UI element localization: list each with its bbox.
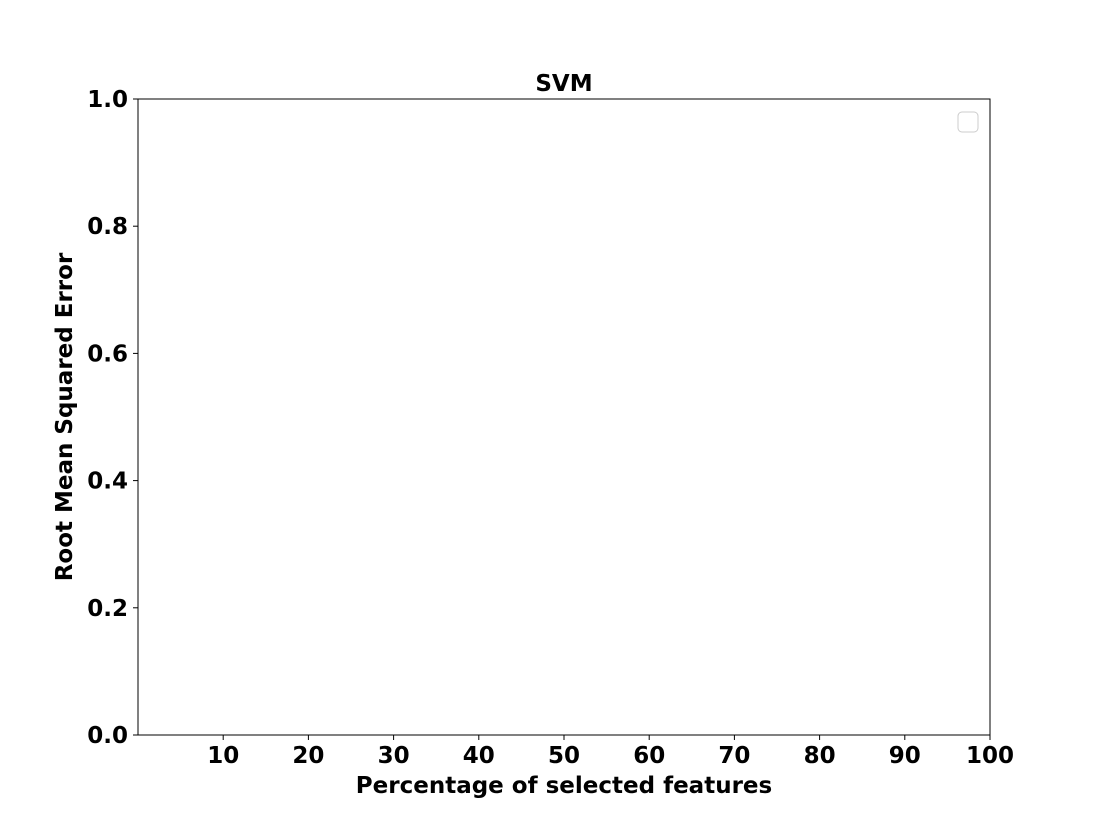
chart-title: SVM (535, 71, 592, 97)
legend-box (957, 111, 979, 133)
x-axis-label: Percentage of selected features (356, 773, 772, 799)
x-tick-label: 20 (292, 743, 324, 769)
x-tick-label: 30 (378, 743, 410, 769)
y-axis-label: Root Mean Squared Error (52, 252, 78, 581)
x-tick-label: 100 (966, 743, 1014, 769)
x-tick-label: 70 (718, 743, 750, 769)
x-axis: 10 20 30 40 50 60 70 80 90 100 (207, 735, 1014, 769)
plot-frame (137, 98, 991, 736)
legend (957, 111, 979, 133)
y-tick-label: 0.8 (87, 214, 128, 240)
x-tick-label: 80 (804, 743, 836, 769)
y-tick-label: 1.0 (87, 87, 128, 113)
x-tick-label: 50 (548, 743, 580, 769)
x-tick-label: 60 (633, 743, 665, 769)
y-tick-label: 0.6 (87, 341, 128, 367)
y-tick-label: 0.2 (87, 596, 128, 622)
y-tick-label: 0.4 (87, 469, 128, 495)
x-tick-label: 10 (207, 743, 239, 769)
plot-area (137, 98, 991, 736)
x-tick-label: 40 (463, 743, 495, 769)
x-tick-label: 90 (889, 743, 921, 769)
y-axis: 0.0 0.2 0.4 0.6 0.8 1.0 (87, 87, 138, 749)
y-tick-label: 0.0 (87, 723, 128, 749)
